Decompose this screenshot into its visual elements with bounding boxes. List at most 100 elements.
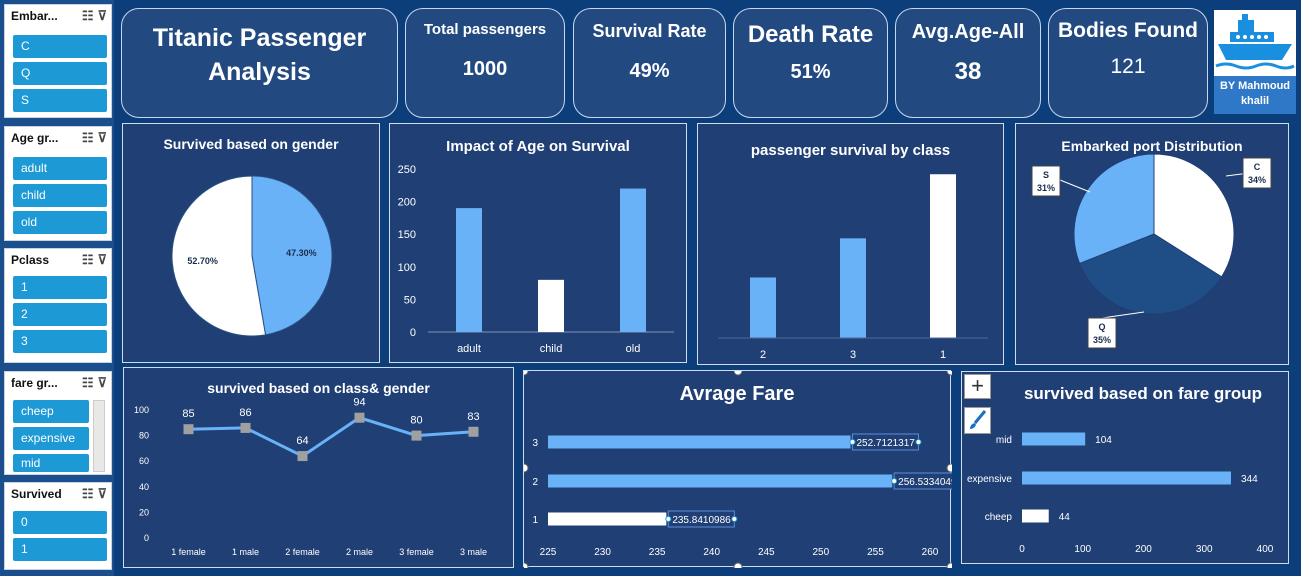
leader-line xyxy=(1059,179,1091,193)
class-gender-line-chart: 0 20 40 60 80 100 85 1 female 86 1 male 64 2 female… xyxy=(134,397,487,557)
slicer-item[interactable]: 3 xyxy=(13,330,107,353)
data-label-box xyxy=(1031,165,1061,197)
multiselect-icon[interactable]: ☷ xyxy=(81,8,94,23)
kpi-total-passengers: Total passengers 1000 xyxy=(405,8,565,118)
slicer-pclass[interactable]: Pclass ☷ ⊽ 1 2 3 xyxy=(4,248,112,363)
multiselect-icon[interactable]: ☷ xyxy=(81,486,94,501)
bar xyxy=(538,279,564,332)
slicer-item[interactable]: expensive xyxy=(13,427,89,450)
data-label: 80 xyxy=(410,415,422,427)
kpi-label: Bodies Found xyxy=(1058,19,1198,42)
y-tick-label: 100 xyxy=(134,405,149,415)
multiselect-icon[interactable]: ☷ xyxy=(81,252,94,267)
y-tick-label: 0 xyxy=(144,533,149,543)
resize-handle xyxy=(524,562,529,568)
slicer-item[interactable]: adult xyxy=(13,157,107,180)
y-tick-label: 60 xyxy=(139,456,149,466)
chart-title: Avrage Fare xyxy=(679,383,795,405)
data-point xyxy=(183,424,194,435)
slicer-item[interactable]: mid xyxy=(13,454,89,472)
bar xyxy=(750,277,776,338)
slicer-item[interactable]: 0 xyxy=(13,511,107,534)
chart-title: Impact of Age on Survival xyxy=(446,138,630,155)
slicer-item[interactable]: Q xyxy=(13,62,107,85)
chart-styles-button[interactable] xyxy=(964,407,991,434)
x-tick-label: 230 xyxy=(594,547,611,558)
data-label: 256.5334049 xyxy=(898,477,952,488)
slicer-title: Age gr... xyxy=(11,131,59,145)
data-label: 35% xyxy=(1093,335,1111,345)
clear-filter-icon[interactable]: ⊽ xyxy=(97,8,107,23)
clear-filter-icon[interactable]: ⊽ xyxy=(97,252,107,267)
y-tick-label: 20 xyxy=(139,507,149,517)
slicer-item[interactable]: 2 xyxy=(13,303,107,326)
x-tick-label: 250 xyxy=(813,547,830,558)
slicer-item[interactable]: C xyxy=(13,35,107,58)
selection-handle xyxy=(731,516,738,522)
age-survival-chart: 0 50 100 150 200 250 adult child old xyxy=(398,164,674,355)
slicer-embarked[interactable]: Embar... ☷ ⊽ C Q S xyxy=(4,4,112,118)
chart-elements-button[interactable]: + xyxy=(964,374,991,399)
data-label: S xyxy=(1043,170,1049,180)
slicer-title: fare gr... xyxy=(11,376,58,390)
series-line xyxy=(188,416,474,458)
clear-filter-icon[interactable]: ⊽ xyxy=(97,130,107,145)
bar xyxy=(840,238,866,338)
slicer-fare-group[interactable]: fare gr... ☷ ⊽ cheep expensive mid xyxy=(4,371,112,475)
y-tick-label: 1 xyxy=(532,515,538,526)
slicer-survived[interactable]: Survived ☷ ⊽ 0 1 xyxy=(4,482,112,570)
chart-title: Embarked port Distribution xyxy=(1061,138,1243,154)
bar xyxy=(456,208,482,332)
data-label: 235.8410986 xyxy=(672,515,731,526)
data-label: 47.30% xyxy=(286,248,317,258)
embarked-pie-panel: Embarked port Distribution C 34% Q 35% S 31% xyxy=(1015,123,1289,365)
slicer-item[interactable]: child xyxy=(13,184,107,207)
y-tick-label: 250 xyxy=(398,164,416,176)
kpi-label: Death Rate xyxy=(747,21,874,48)
data-label: 83 xyxy=(467,411,479,423)
age-survival-panel: Impact of Age on Survival 0 50 100 150 200 25… xyxy=(389,123,687,363)
fare-group-panel: survived based on fare group 0 100 200 300 4… xyxy=(961,371,1289,564)
x-tick-label: 2 male xyxy=(346,547,373,557)
x-tick-label: 200 xyxy=(1135,544,1152,555)
y-tick-label: expensive xyxy=(967,474,1012,485)
slicer-title: Survived xyxy=(11,487,62,501)
fare-group-chart: 0 100 200 300 400 mid 104 expensive 344 cheep 44 xyxy=(967,432,1274,555)
slicer-item[interactable]: 1 xyxy=(13,276,107,299)
page-title: Titanic Passenger Analysis xyxy=(152,24,367,86)
resize-handle xyxy=(733,371,743,376)
leader-line xyxy=(1101,311,1145,319)
x-tick-label: child xyxy=(540,343,563,355)
x-tick-label: 260 xyxy=(922,547,939,558)
average-fare-chart[interactable]: 225 230 235 240 245 250 255 260 3 252.7121317 2 256… xyxy=(524,371,952,568)
slicer-item[interactable]: 1 xyxy=(13,538,107,561)
slicer-item[interactable]: S xyxy=(13,89,107,112)
class-survival-panel: passenger survival by class 2 3 1 xyxy=(697,123,1004,365)
kpi-value: 38 xyxy=(954,58,982,85)
data-label: 252.7121317 xyxy=(856,438,915,449)
slicer-item[interactable]: old xyxy=(13,211,107,234)
author-label: BY Mahmoud khalil xyxy=(1214,76,1296,114)
slicer-item[interactable]: cheep xyxy=(13,400,89,423)
clear-filter-icon[interactable]: ⊽ xyxy=(97,486,107,501)
multiselect-icon[interactable]: ☷ xyxy=(81,130,94,145)
kpi-label: Avg.Age-All xyxy=(911,21,1025,43)
chart-title: survived based on class& gender xyxy=(207,380,430,396)
data-label: Q xyxy=(1098,322,1105,332)
y-tick-label: 3 xyxy=(532,438,538,449)
x-tick-label: 100 xyxy=(1074,544,1091,555)
average-fare-panel[interactable]: Avrage Fare 225 230 235 240 245 250 255 260 3 252… xyxy=(523,370,952,568)
clear-filter-icon[interactable]: ⊽ xyxy=(97,375,107,390)
data-label: C xyxy=(1254,162,1261,172)
data-label: 344 xyxy=(1241,474,1258,485)
data-label-box xyxy=(1087,317,1117,349)
x-tick-label: 255 xyxy=(867,547,884,558)
y-tick-label: 50 xyxy=(404,294,416,306)
kpi-value: 1000 xyxy=(462,58,508,80)
multiselect-icon[interactable]: ☷ xyxy=(81,375,94,390)
gender-pie-panel: Survived based on gender 47.30% 52.70% xyxy=(122,123,380,363)
slicer-scrollbar[interactable] xyxy=(93,400,105,472)
resize-handle xyxy=(946,562,952,568)
data-label: 34% xyxy=(1248,175,1266,185)
slicer-age-group[interactable]: Age gr... ☷ ⊽ adult child old xyxy=(4,126,112,241)
